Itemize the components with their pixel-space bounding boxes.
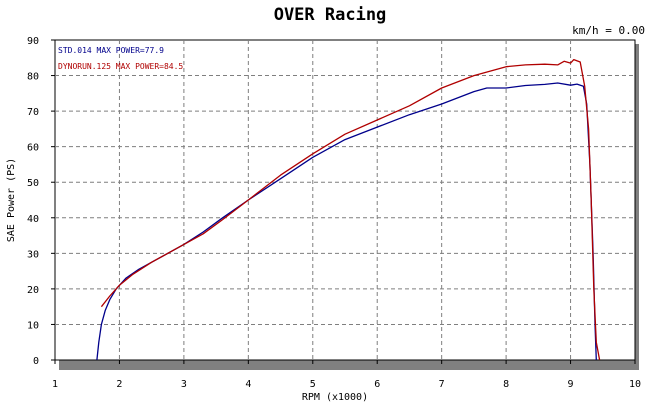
x-tick-label: 1 — [52, 379, 58, 390]
y-tick-label: 80 — [27, 72, 39, 83]
axis-ticks: 1 2 3 4 5 6 7 8 9 10 0 10 20 30 40 50 60 70 80 90 — [27, 36, 641, 390]
x-tick-label: 6 — [374, 379, 380, 390]
legend-entry: DYNORUN.125 MAX POWER=84.5 — [58, 62, 183, 71]
x-tick-label: 5 — [310, 379, 316, 390]
chart-title: OVER Racing — [274, 5, 387, 25]
y-axis-label: SAE Power (PS) — [6, 158, 17, 242]
y-tick-label: 50 — [27, 178, 39, 189]
grid-lines — [55, 40, 635, 360]
x-tick-label: 10 — [629, 379, 641, 390]
x-tick-label: 4 — [245, 379, 251, 390]
legend-entry: STD.014 MAX POWER=77.9 — [58, 46, 164, 55]
y-tick-label: 10 — [27, 320, 39, 331]
y-tick-label: 20 — [27, 285, 39, 296]
x-tick-label: 2 — [116, 379, 122, 390]
y-tick-label: 90 — [27, 36, 39, 47]
x-tick-label: 7 — [439, 379, 445, 390]
y-tick-label: 30 — [27, 249, 39, 260]
x-tick-label: 9 — [568, 379, 574, 390]
y-tick-label: 40 — [27, 214, 39, 225]
y-tick-label: 70 — [27, 107, 39, 118]
x-tick-label: 3 — [181, 379, 187, 390]
series-lines — [96, 58, 601, 361]
y-tick-label: 0 — [33, 356, 39, 367]
series-line-dynorun-125 — [100, 58, 601, 361]
x-tick-label: 8 — [503, 379, 509, 390]
x-axis-label: RPM (x1000) — [302, 392, 368, 403]
legend: STD.014 MAX POWER=77.9 DYNORUN.125 MAX PO… — [58, 46, 183, 71]
y-tick-label: 60 — [27, 143, 39, 154]
plot-area — [54, 39, 636, 361]
speed-readout: km/h = 0.00 — [572, 24, 645, 37]
